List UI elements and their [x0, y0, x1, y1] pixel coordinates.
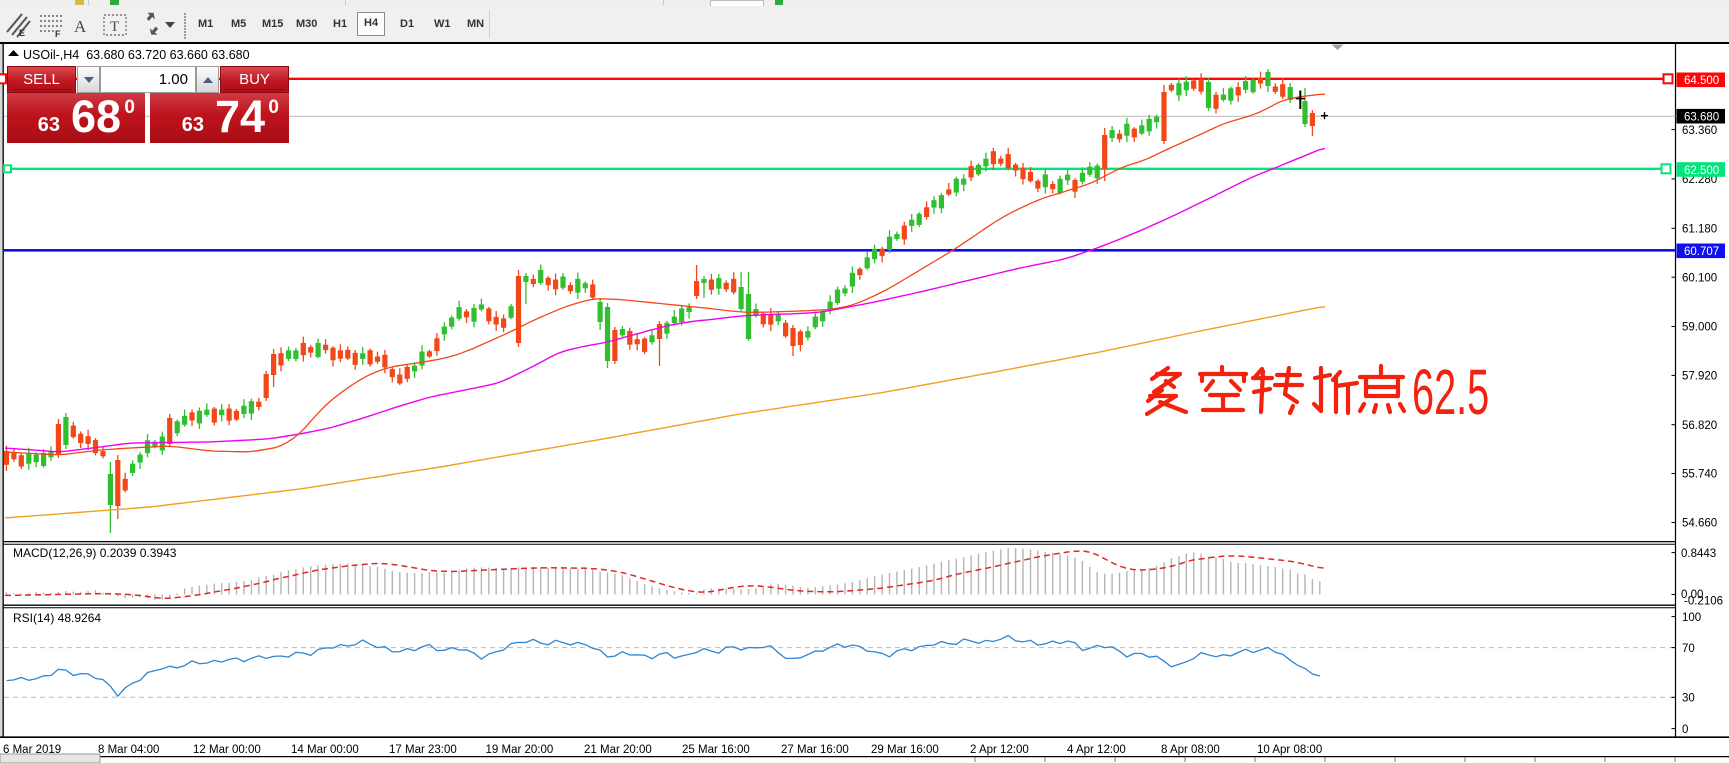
svg-text:RSI(14) 48.9264: RSI(14) 48.9264 — [13, 611, 101, 625]
svg-text:30: 30 — [1682, 693, 1695, 705]
svg-text:USOil-,H4 63.680 63.720 63.66: USOil-,H4 63.680 63.720 63.660 63.680 — [23, 48, 250, 62]
svg-text:60.707: 60.707 — [1684, 246, 1719, 258]
svg-text:14 Mar 00:00: 14 Mar 00:00 — [291, 744, 359, 756]
svg-text:100: 100 — [1682, 612, 1701, 624]
svg-text:21 Mar 20:00: 21 Mar 20:00 — [584, 744, 652, 756]
svg-text:0: 0 — [1682, 724, 1688, 736]
svg-text:4 Apr 12:00: 4 Apr 12:00 — [1067, 744, 1126, 756]
svg-text:61.180: 61.180 — [1682, 224, 1717, 236]
svg-text:62.280: 62.280 — [1682, 174, 1717, 186]
svg-text:10 Apr 08:00: 10 Apr 08:00 — [1257, 744, 1322, 756]
svg-text:0.8443: 0.8443 — [1681, 548, 1716, 560]
svg-text:17 Mar 23:00: 17 Mar 23:00 — [389, 744, 457, 756]
svg-text:T: T — [110, 19, 119, 35]
svg-text:25 Mar 16:00: 25 Mar 16:00 — [682, 744, 750, 756]
svg-text:63.680: 63.680 — [1684, 112, 1719, 124]
svg-text:64.500: 64.500 — [1684, 75, 1719, 87]
svg-text:2 Apr 12:00: 2 Apr 12:00 — [970, 744, 1029, 756]
svg-text:55.740: 55.740 — [1682, 469, 1717, 481]
svg-text:8 Apr 08:00: 8 Apr 08:00 — [1161, 744, 1220, 756]
svg-text:62.5: 62.5 — [1412, 358, 1489, 429]
svg-text:60.100: 60.100 — [1682, 272, 1717, 284]
svg-text:12 Mar 00:00: 12 Mar 00:00 — [193, 744, 261, 756]
svg-text:A: A — [74, 17, 87, 36]
svg-text:0.00: 0.00 — [1681, 589, 1703, 601]
svg-text:MACD(12,26,9) 0.2039 0.3943: MACD(12,26,9) 0.2039 0.3943 — [13, 546, 177, 560]
svg-text:-0.2106: -0.2106 — [1684, 596, 1723, 608]
svg-text:56.820: 56.820 — [1682, 420, 1717, 432]
svg-text:19 Mar 20:00: 19 Mar 20:00 — [486, 744, 554, 756]
svg-text:54.660: 54.660 — [1682, 518, 1717, 530]
svg-text:70: 70 — [1682, 643, 1695, 655]
svg-text:8 Mar 04:00: 8 Mar 04:00 — [98, 744, 159, 756]
svg-text:62.500: 62.500 — [1684, 165, 1719, 177]
svg-text:59.000: 59.000 — [1682, 322, 1717, 334]
svg-text:F: F — [55, 29, 61, 39]
svg-text:27 Mar 16:00: 27 Mar 16:00 — [781, 744, 849, 756]
svg-text:E: E — [19, 28, 25, 38]
svg-text:29 Mar 16:00: 29 Mar 16:00 — [871, 744, 939, 756]
svg-text:57.920: 57.920 — [1682, 371, 1717, 383]
svg-text:6 Mar 2019: 6 Mar 2019 — [3, 744, 61, 756]
svg-text:63.360: 63.360 — [1682, 125, 1717, 137]
